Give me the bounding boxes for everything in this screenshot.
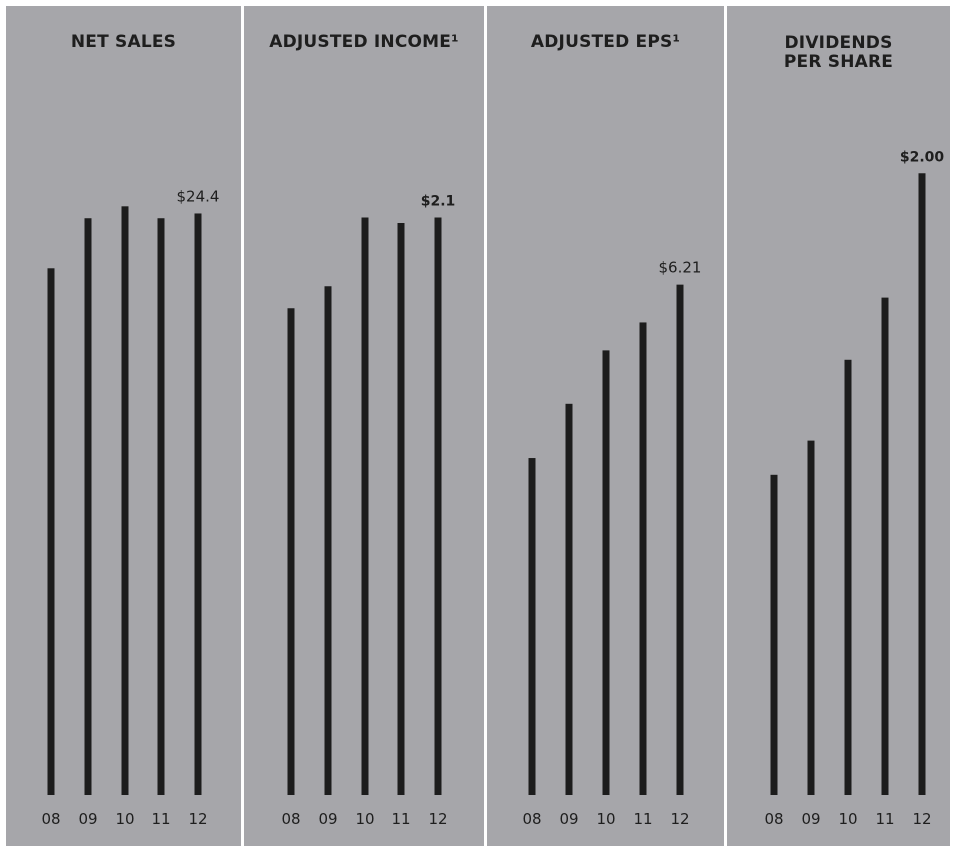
net-sales-bar-09	[84, 218, 92, 795]
adjusted-income-bar-08	[287, 308, 295, 795]
adjusted-eps-tick-label-12: 12	[670, 810, 689, 828]
net-sales-tick-label-11: 11	[151, 810, 170, 828]
dividends-per-share-bar-10	[844, 359, 852, 795]
net-sales-tick-label-10: 10	[115, 810, 134, 828]
dividends-per-share-tick-label-12: 12	[912, 810, 931, 828]
adjusted-income-bar-12	[434, 217, 442, 795]
net-sales-title: NET SALES	[70, 32, 177, 52]
adjusted-income-bar-09	[324, 286, 332, 795]
dividends-per-share-data-label: $2.00	[900, 149, 945, 165]
adjusted-income-tick-label-12: 12	[428, 810, 447, 828]
adjusted-income-bar-10	[361, 217, 369, 795]
adjusted-eps-tick-label-08: 08	[522, 810, 541, 828]
adjusted-eps-bar-10	[602, 350, 610, 795]
net-sales-bar-11	[157, 218, 165, 795]
net-sales-tick-label-12: 12	[188, 810, 207, 828]
adjusted-income-title: ADJUSTED INCOME¹	[269, 32, 459, 52]
adjusted-income-tick-label-11: 11	[391, 810, 410, 828]
adjusted-eps-tick-label-09: 09	[559, 810, 578, 828]
adjusted-eps-bar-11	[639, 322, 647, 795]
adjusted-income-bar-11	[397, 223, 405, 795]
dividends-per-share-tick-label-10: 10	[838, 810, 857, 828]
adjusted-eps-tick-label-11: 11	[633, 810, 652, 828]
net-sales-tick-label-08: 08	[41, 810, 60, 828]
net-sales-bar-10	[121, 206, 129, 796]
net-sales-bar-08	[47, 268, 55, 795]
adjusted-income-tick-label-08: 08	[281, 810, 300, 828]
adjusted-eps-title: ADJUSTED EPS¹	[530, 32, 681, 52]
adjusted-eps-bar-12	[676, 284, 684, 795]
adjusted-eps-bar-09	[565, 403, 573, 795]
adjusted-income-tick-label-10: 10	[355, 810, 374, 828]
adjusted-eps-bar-08	[528, 458, 536, 795]
adjusted-income-data-label: $2.1	[421, 194, 456, 210]
dividends-per-share-bar-09	[807, 440, 815, 795]
dividends-per-share-tick-label-11: 11	[875, 810, 894, 828]
dividends-per-share-bar-08	[770, 474, 778, 795]
dividends-per-share-tick-label-08: 08	[764, 810, 783, 828]
dividends-per-share-title: DIVIDENDS PER SHARE	[783, 33, 894, 72]
dividends-per-share-tick-label-09: 09	[801, 810, 820, 828]
dividends-per-share-panel: DIVIDENDS PER SHARE	[727, 6, 950, 846]
net-sales-bar-12	[194, 213, 202, 795]
dividends-per-share-bar-11	[881, 297, 889, 795]
adjusted-income-tick-label-09: 09	[318, 810, 337, 828]
adjusted-eps-data-label: $6.21	[659, 259, 702, 277]
dividends-per-share-bar-12	[918, 173, 926, 795]
adjusted-eps-tick-label-10: 10	[596, 810, 615, 828]
net-sales-tick-label-09: 09	[78, 810, 97, 828]
net-sales-data-label: $24.4	[177, 187, 220, 205]
